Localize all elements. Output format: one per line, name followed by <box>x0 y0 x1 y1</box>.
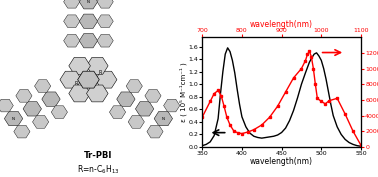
Y-axis label: ε ( 10⁵ M⁻¹cm⁻¹ ): ε ( 10⁵ M⁻¹cm⁻¹ ) <box>179 62 187 122</box>
Polygon shape <box>164 99 180 112</box>
Polygon shape <box>0 99 13 112</box>
Polygon shape <box>126 80 143 92</box>
Polygon shape <box>60 71 82 88</box>
Polygon shape <box>145 90 161 102</box>
Text: R: R <box>75 81 78 86</box>
Polygon shape <box>34 80 51 92</box>
Polygon shape <box>97 0 113 8</box>
X-axis label: wavelength(nm): wavelength(nm) <box>250 20 313 29</box>
Polygon shape <box>147 125 163 138</box>
Text: R=n-C$_6$H$_{13}$: R=n-C$_6$H$_{13}$ <box>77 164 119 176</box>
Polygon shape <box>64 15 80 28</box>
Polygon shape <box>69 57 90 74</box>
Polygon shape <box>117 92 135 106</box>
Text: Tr-PBI: Tr-PBI <box>84 151 113 160</box>
Polygon shape <box>97 34 113 47</box>
Text: N: N <box>162 117 165 121</box>
Polygon shape <box>64 0 80 8</box>
Text: N: N <box>87 0 90 4</box>
Polygon shape <box>79 0 98 9</box>
Polygon shape <box>42 92 60 106</box>
Text: R: R <box>99 70 102 75</box>
Polygon shape <box>135 102 154 116</box>
Polygon shape <box>69 85 90 102</box>
Polygon shape <box>154 112 172 126</box>
Polygon shape <box>87 57 108 74</box>
Polygon shape <box>51 106 67 118</box>
Text: N: N <box>12 117 15 121</box>
Polygon shape <box>110 106 125 118</box>
Polygon shape <box>79 34 98 48</box>
Polygon shape <box>97 15 113 28</box>
Polygon shape <box>5 112 23 126</box>
Polygon shape <box>33 116 49 128</box>
Polygon shape <box>95 71 117 88</box>
Polygon shape <box>23 102 42 116</box>
Polygon shape <box>77 71 99 88</box>
Polygon shape <box>14 125 30 138</box>
Polygon shape <box>128 116 144 128</box>
Polygon shape <box>79 14 98 28</box>
Polygon shape <box>64 34 80 47</box>
Polygon shape <box>16 90 32 102</box>
X-axis label: wavelength(nm): wavelength(nm) <box>250 158 313 166</box>
Polygon shape <box>87 85 108 102</box>
